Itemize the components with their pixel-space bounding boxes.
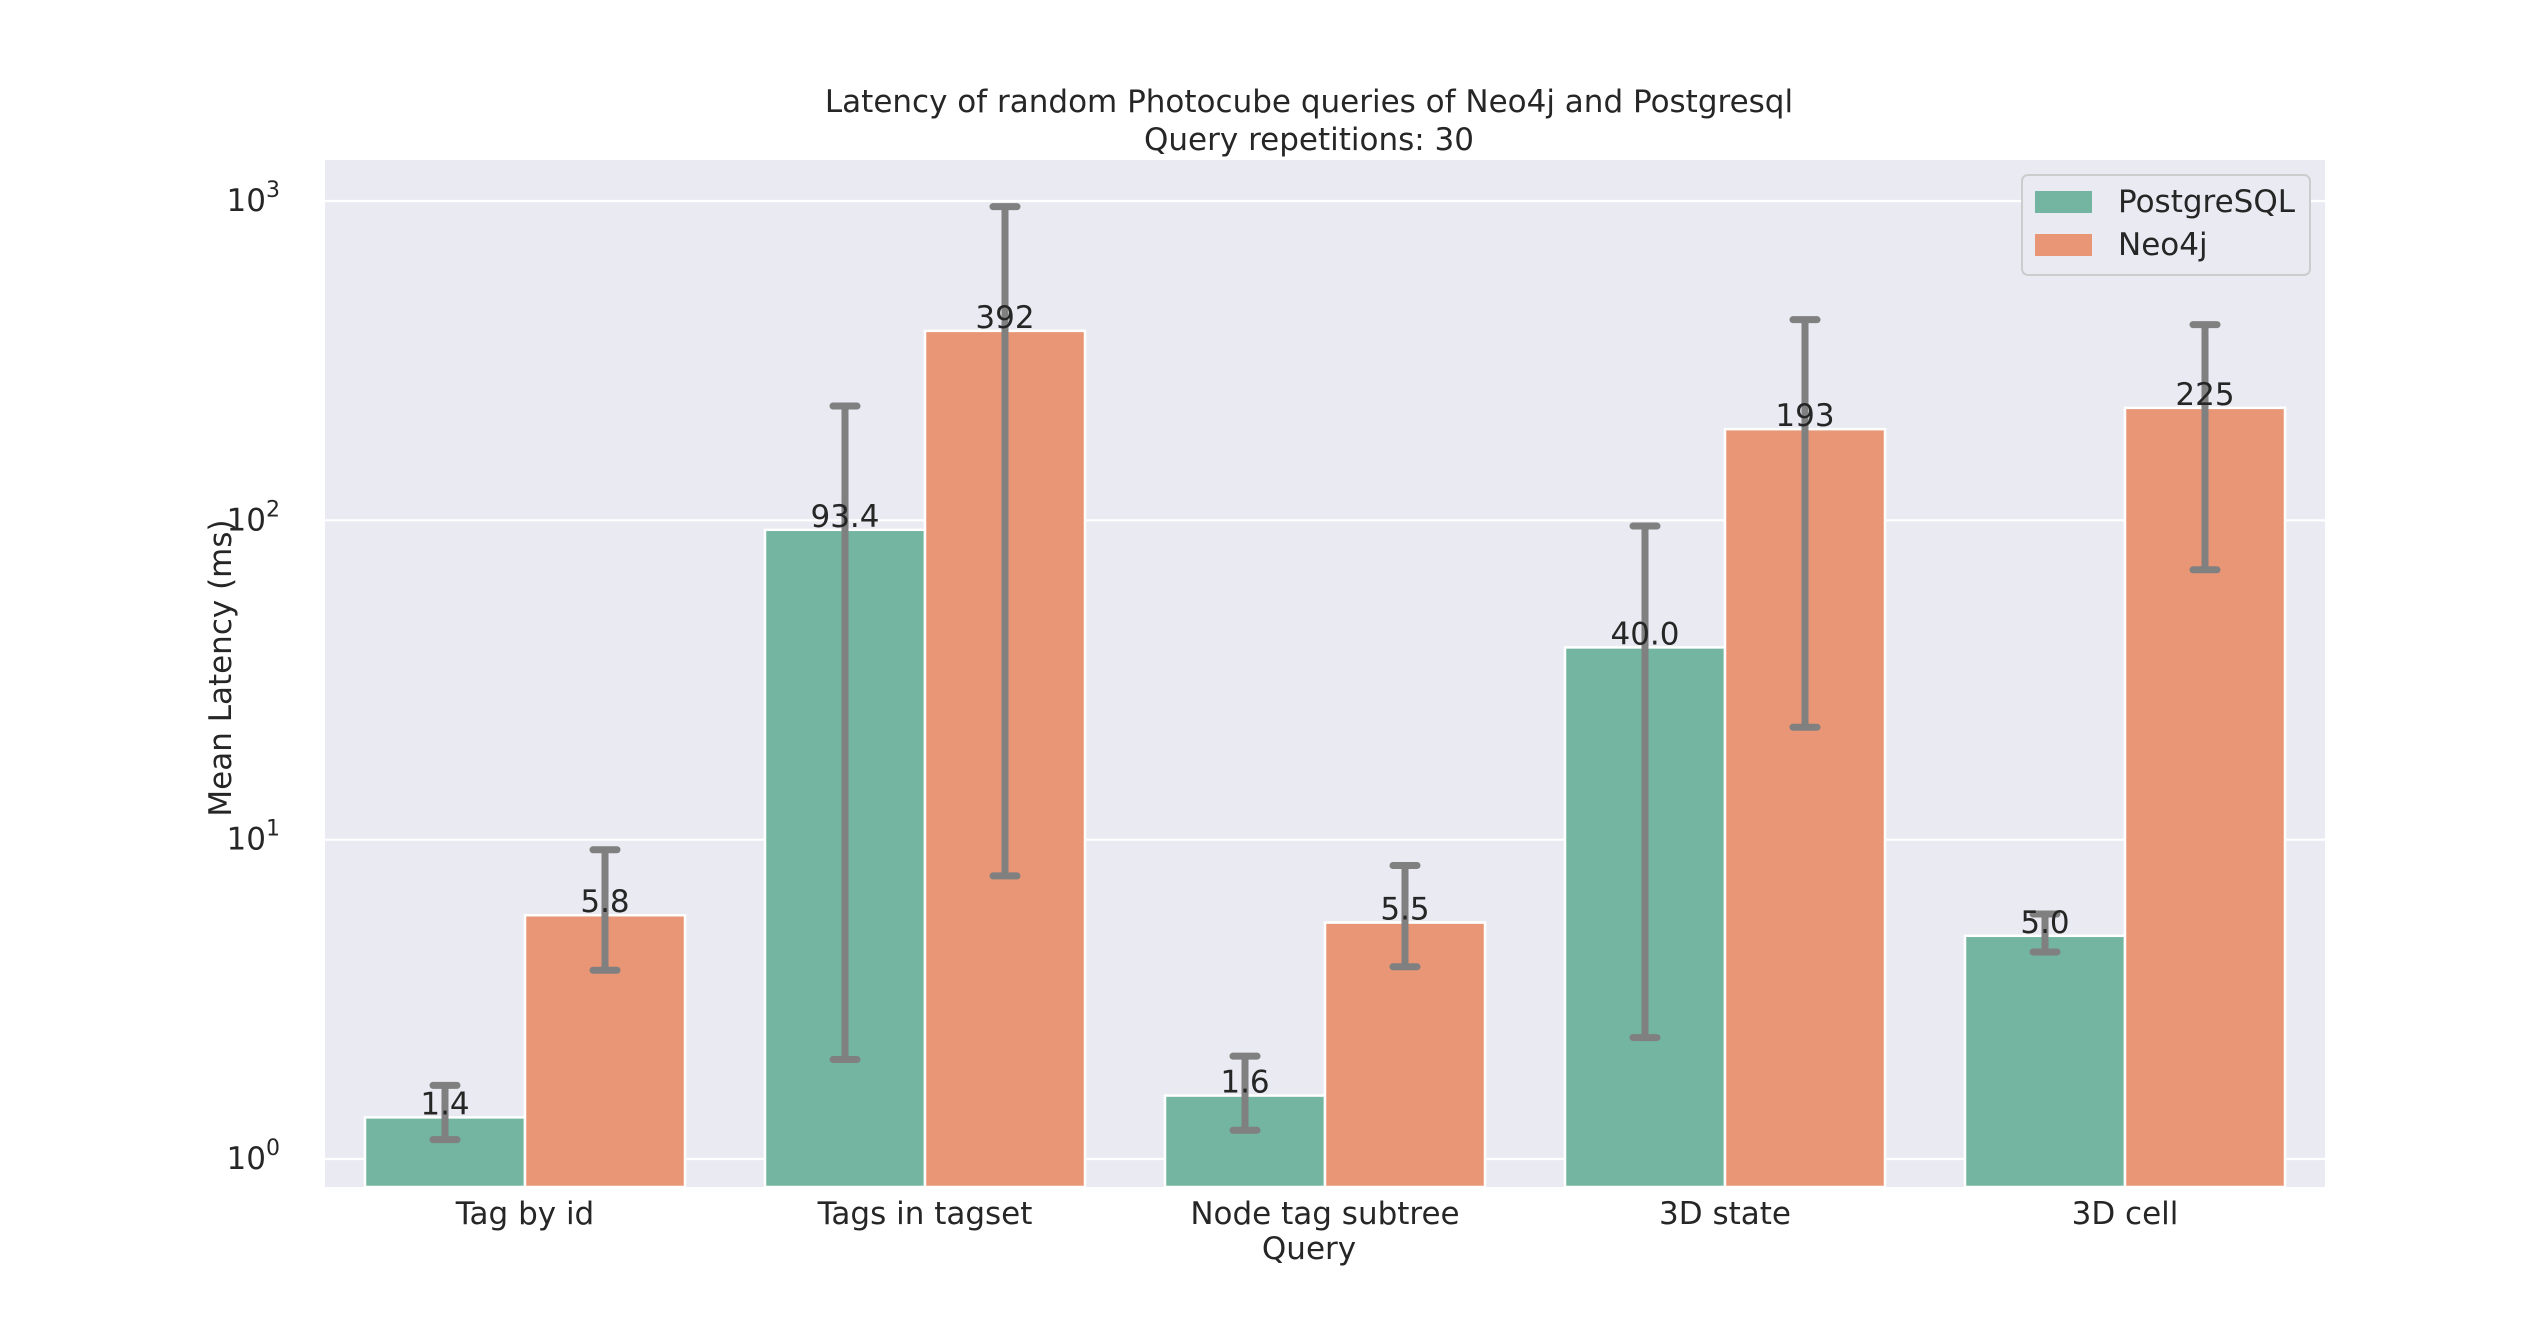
data-label: 193 bbox=[1775, 398, 1834, 434]
y-tick-exponent: 3 bbox=[266, 178, 280, 203]
legend-label-postgresql: PostgreSQL bbox=[2118, 184, 2296, 220]
data-label: 5.0 bbox=[2020, 905, 2069, 941]
data-label: 225 bbox=[2175, 377, 2234, 413]
y-tick-exponent: 1 bbox=[266, 817, 280, 842]
y-axis-label: Mean Latency (ms) bbox=[203, 519, 239, 816]
legend-swatch-neo4j bbox=[2035, 234, 2092, 256]
legend-items: PostgreSQL Neo4j bbox=[2035, 184, 2296, 263]
legend-swatch-postgresql bbox=[2035, 191, 2092, 213]
data-labels: 1.4 5.8 93.4 392 1.6 5.5 40.0 193 5.0 225 bbox=[420, 300, 2234, 1123]
legend-box bbox=[2021, 174, 2311, 276]
y-tick-base: 10 bbox=[227, 502, 266, 538]
data-label: 40.0 bbox=[1610, 616, 1679, 652]
error-bars bbox=[429, 203, 2221, 1144]
x-tick-label: 3D state bbox=[1659, 1196, 1791, 1232]
data-label: 1.4 bbox=[420, 1086, 469, 1122]
y-tick-label: 101 bbox=[227, 817, 280, 858]
legend-label-neo4j: Neo4j bbox=[2118, 227, 2208, 263]
x-tick-label: Tag by id bbox=[455, 1196, 595, 1232]
x-axis-label: Query bbox=[1262, 1231, 1356, 1267]
x-tick-label: Node tag subtree bbox=[1190, 1196, 1459, 1232]
data-label: 5.8 bbox=[580, 884, 629, 920]
y-tick-base: 10 bbox=[227, 1141, 266, 1177]
y-tick-base: 10 bbox=[227, 822, 266, 858]
y-tick-exponent: 2 bbox=[266, 497, 280, 522]
x-tick-label: 3D cell bbox=[2072, 1196, 2179, 1232]
data-label: 5.5 bbox=[1380, 892, 1429, 928]
data-label: 392 bbox=[975, 300, 1034, 336]
data-label: 1.6 bbox=[1220, 1065, 1269, 1101]
y-tick-base: 10 bbox=[227, 183, 266, 219]
y-tick-label: 102 bbox=[227, 497, 280, 538]
x-axis-ticks: Tag by id Tags in tagset Node tag subtree 3… bbox=[455, 1196, 2179, 1232]
chart-title: Latency of random Photocube queries of N… bbox=[825, 84, 1793, 120]
legend: PostgreSQL Neo4j bbox=[2021, 174, 2311, 276]
y-tick-label: 100 bbox=[227, 1136, 280, 1177]
x-tick-label: Tags in tagset bbox=[817, 1196, 1033, 1232]
y-tick-exponent: 0 bbox=[266, 1136, 280, 1161]
bar-postgresql bbox=[1963, 934, 2127, 1189]
y-tick-label: 103 bbox=[227, 178, 280, 219]
chart-subtitle: Query repetitions: 30 bbox=[1144, 122, 1474, 158]
data-label: 93.4 bbox=[810, 499, 879, 535]
